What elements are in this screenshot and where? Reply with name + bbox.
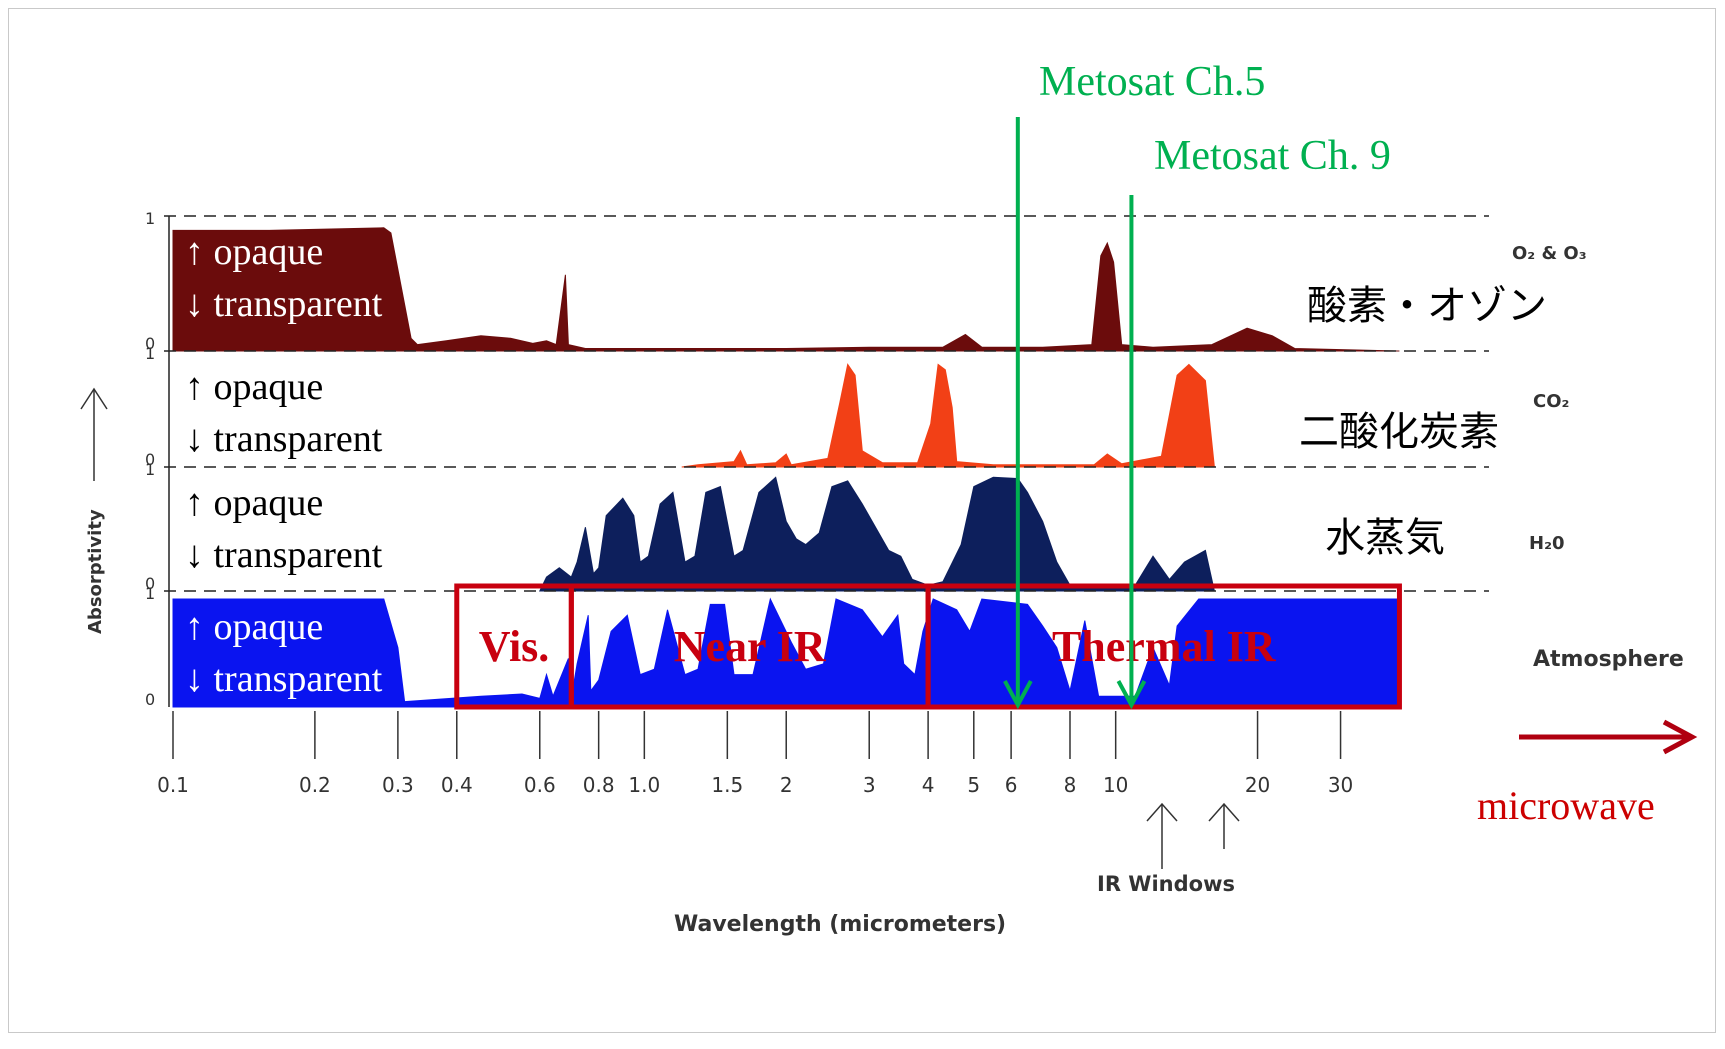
y-axis-label: Absorptivity [85,509,106,634]
x-tick-label: 0.1 [157,773,189,797]
opaque-label: ↑ opaque [185,366,323,408]
channel-label: Metosat Ch.5 [1039,59,1265,105]
region-label: Thermal IR [1052,622,1277,671]
opaque-label: ↑ opaque [185,606,323,648]
panel-label-o2o3-jp: 酸素・オゾン [1307,283,1547,328]
y-tick-label-1: 1 [145,344,155,363]
x-tick-label: 0.3 [382,773,414,797]
x-tick-label: 1.0 [628,773,660,797]
x-tick-label: 8 [1064,773,1077,797]
transparent-label: ↓ transparent [185,283,383,325]
opaque-label: ↑ opaque [185,482,323,524]
x-tick-label: 20 [1245,773,1270,797]
panel-label-o2o3: O₂ & O₃ [1512,243,1587,264]
opaque-label: ↑ opaque [185,231,323,273]
y-axis-arrowhead [80,387,108,410]
microwave-arrowhead [1662,719,1698,755]
region-label: Vis. [479,622,550,671]
series-area-1 [681,363,1215,468]
y-axis-title-group: Absorptivity [80,387,108,634]
series-area-3 [172,597,1400,708]
x-tick-label: 5 [967,773,980,797]
transparent-label: ↓ transparent [185,658,383,700]
y-tick-label-0: 0 [145,450,155,469]
y-tick-label-1: 1 [145,460,155,479]
channel-arrowhead-1 [1116,680,1147,710]
microwave-label: microwave [1477,783,1655,828]
x-tick-label: 1.5 [711,773,743,797]
panel-label-h2o-jp: 水蒸気 [1325,515,1445,560]
y-tick-label-0: 0 [145,334,155,353]
x-tick-label: 0.2 [299,773,331,797]
x-axis-label: Wavelength (micrometers) [674,912,1006,937]
channel-label: Metosat Ch. 9 [1154,133,1391,179]
series-area-0 [172,227,1400,352]
panel-label-atmosphere: Atmosphere [1533,647,1684,672]
region-box-2 [925,583,1402,710]
panel-label-co2: CO₂ [1533,391,1569,412]
y-tick-label-1: 1 [145,209,155,228]
x-tick-label: 2 [780,773,793,797]
ir-windows-arrows [1146,802,1240,869]
x-tick-label: 3 [863,773,876,797]
panel-label-h2o: H₂0 [1529,533,1564,554]
region-label: Near IR [674,622,827,671]
transparent-label: ↓ transparent [185,418,383,460]
x-tick-label: 4 [922,773,935,797]
x-tick-label: 0.4 [441,773,473,797]
x-tick-label: 0.8 [583,773,615,797]
x-tick-label: 30 [1328,773,1353,797]
y-tick-label-0: 0 [145,574,155,593]
x-tick-label: 0.6 [524,773,556,797]
transparent-label: ↓ transparent [185,534,383,576]
channel-arrowhead-0 [1003,680,1033,710]
x-tick-label: 10 [1103,773,1128,797]
series-area-2 [539,476,1216,592]
y-tick-label-1: 1 [145,584,155,603]
ir-windows-label: IR Windows [1097,872,1235,896]
x-tick-label: 6 [1005,773,1018,797]
y-tick-label-0: 0 [145,690,155,709]
panel-label-co2-jp: 二酸化炭素 [1299,409,1499,454]
